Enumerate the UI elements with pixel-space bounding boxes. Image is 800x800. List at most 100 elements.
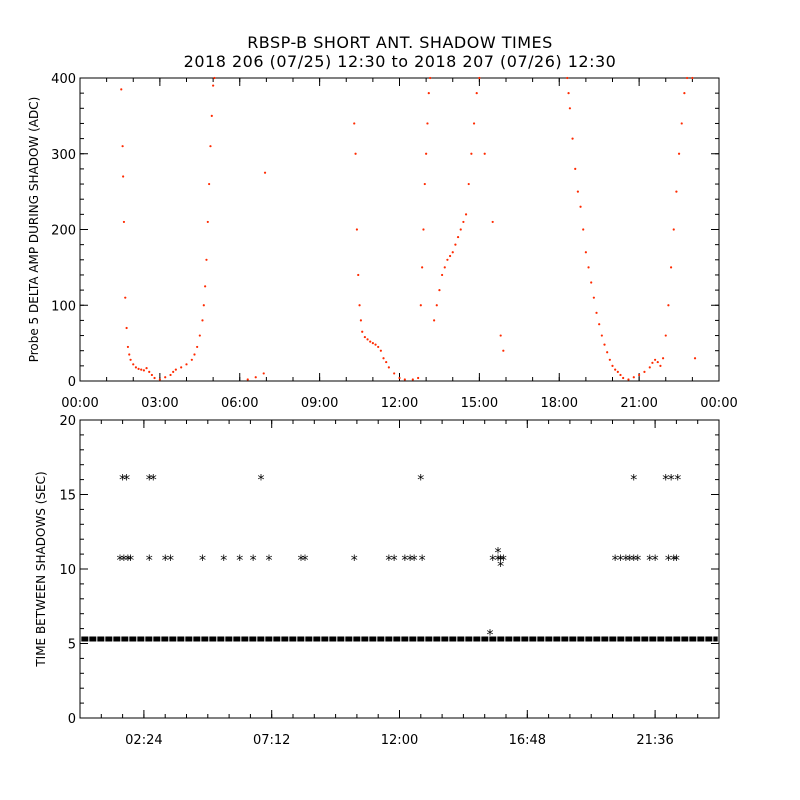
data-point [606, 351, 609, 354]
data-point [246, 378, 249, 381]
data-point [164, 376, 167, 379]
asterisk-point: * [297, 553, 304, 569]
bottom-panel-time-between: 02:24 07:12 12:00 16:48 21:36 0 5 10 15 20 TIME BE… [34, 414, 720, 748]
y-axis-title: Probe 5 DELTA AMP DURING SHADOW (ADC) [27, 97, 41, 363]
data-point [595, 311, 598, 314]
data-point [417, 376, 420, 380]
data-point [134, 366, 138, 369]
asterisk-point: * [258, 473, 265, 489]
data-point [398, 376, 401, 380]
asterisk-point: * [124, 553, 131, 569]
data-point [213, 76, 216, 80]
asterisk-point: * [127, 553, 134, 569]
data-point [403, 378, 406, 381]
data-point [566, 76, 569, 80]
asterisk-point: * [497, 559, 504, 575]
asterisk-point: * [250, 553, 257, 569]
data-point [369, 340, 372, 343]
asterisk-point: * [673, 553, 680, 569]
data-point [210, 114, 213, 117]
x-tick-label: 07:12 [253, 733, 290, 748]
asterisk-point: * [419, 553, 426, 569]
x-tick-label: 12:00 [381, 733, 418, 748]
data-point [387, 366, 390, 369]
data-point [132, 363, 135, 366]
data-point [150, 373, 153, 377]
data-point [685, 76, 689, 80]
asterisk-point: * [617, 553, 624, 569]
data-point [651, 361, 654, 364]
data-point [584, 251, 587, 254]
x-tick-label: 18:00 [541, 396, 578, 411]
data-point [616, 370, 619, 374]
data-point [198, 334, 201, 337]
data-point [443, 266, 446, 269]
data-point [600, 334, 603, 337]
data-point [421, 266, 424, 269]
data-point [374, 343, 377, 346]
data-point [129, 358, 132, 361]
data-point [467, 182, 470, 186]
data-point [124, 296, 127, 299]
data-point [174, 368, 177, 371]
data-point [172, 370, 175, 374]
asterisk-point: * [674, 473, 681, 489]
y-tick-label: 5 [68, 638, 76, 653]
data-point [451, 251, 454, 254]
data-point [456, 235, 460, 239]
data-point [592, 296, 595, 299]
asterisk-point: * [146, 473, 153, 489]
asterisk-point: * [150, 473, 157, 489]
data-point [669, 266, 673, 269]
data-point [611, 364, 614, 367]
data-point [185, 363, 188, 366]
data-point [353, 122, 356, 125]
data-point [128, 353, 131, 356]
asterisk-point: * [391, 553, 398, 569]
data-point [667, 304, 670, 307]
x-tick-label: 12:00 [381, 396, 418, 411]
data-point [358, 304, 361, 307]
asterisk-point: * [622, 553, 629, 569]
data-point [357, 273, 360, 277]
asterisk-point: * [612, 553, 619, 569]
data-point [196, 345, 199, 349]
y-axis-title: TIME BETWEEN SHADOWS (SEC) [34, 471, 48, 667]
asterisk-point: * [401, 553, 408, 569]
data-point [423, 182, 426, 186]
asterisk-point: * [668, 473, 675, 489]
x-tick-label: 15:00 [461, 396, 498, 411]
data-point [619, 373, 622, 377]
x-tick-label: 03:00 [141, 396, 178, 411]
data-point [361, 330, 364, 333]
chart-subtitle: 2018 206 (07/25) 12:30 to 2018 207 (07/2… [183, 52, 617, 71]
asterisk-point: * [670, 553, 677, 569]
asterisk-point: * [662, 473, 669, 489]
data-point [363, 335, 366, 339]
data-point [153, 376, 156, 380]
data-point [393, 372, 396, 375]
data-point [454, 243, 457, 246]
data-point [120, 88, 123, 91]
data-point [659, 364, 662, 367]
x-tick-label: 21:00 [620, 396, 657, 411]
data-point [254, 376, 257, 379]
data-point [429, 76, 432, 80]
data-point [608, 358, 611, 361]
data-point [204, 285, 207, 288]
data-point [201, 319, 204, 322]
data-point [571, 137, 574, 140]
data-point [142, 369, 145, 372]
data-point [427, 92, 430, 95]
data-point [491, 220, 494, 224]
asterisk-point: * [500, 553, 507, 569]
data-point [190, 358, 193, 361]
asterisk-point: * [301, 553, 308, 569]
y-tick-label: 300 [51, 148, 76, 163]
data-point [206, 220, 209, 224]
data-point [568, 107, 572, 110]
y-tick-label: 200 [51, 224, 76, 239]
asterisk-point: * [123, 473, 130, 489]
data-point [145, 367, 148, 370]
asterisk-point: * [497, 553, 504, 569]
